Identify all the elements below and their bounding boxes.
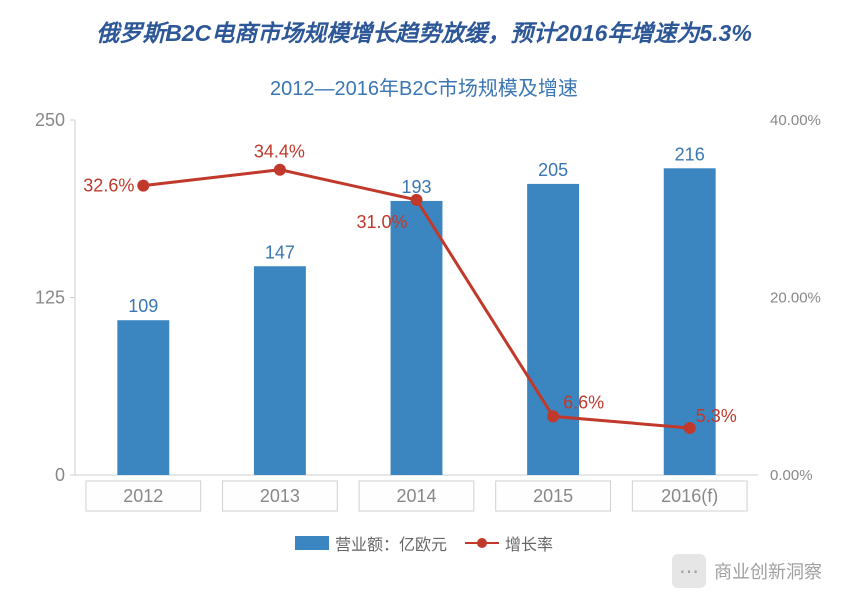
svg-text:40.00%: 40.00%: [770, 112, 821, 129]
svg-text:0.00%: 0.00%: [770, 467, 813, 484]
legend-item-bar: 营业额：亿欧元: [295, 531, 447, 555]
svg-text:2014: 2014: [396, 486, 436, 506]
svg-text:125: 125: [35, 288, 65, 308]
svg-text:2015: 2015: [533, 486, 573, 506]
svg-text:2012: 2012: [123, 486, 163, 506]
svg-text:109: 109: [128, 296, 158, 316]
page-title: 俄罗斯B2C电商市场规模增长趋势放缓，预计2016年增速为5.3%: [0, 0, 848, 54]
watermark: ⋯ 商业创新洞察: [672, 554, 822, 588]
svg-text:0: 0: [55, 465, 65, 485]
chart-subtitle: 2012—2016年B2C市场规模及增速: [0, 54, 848, 105]
svg-text:216: 216: [675, 144, 705, 164]
svg-text:6.6%: 6.6%: [563, 392, 604, 412]
svg-text:250: 250: [35, 110, 65, 130]
svg-text:34.4%: 34.4%: [254, 142, 305, 162]
legend: 营业额：亿欧元 增长率: [0, 531, 848, 555]
legend-item-line: 增长率: [465, 531, 553, 555]
chart-area: 0 125 250 0.00% 20.00% 40.00% 2012 2013 2014 2015…: [20, 105, 828, 525]
watermark-text: 商业创新洞察: [714, 558, 822, 584]
svg-text:2016(f): 2016(f): [661, 486, 718, 506]
combo-chart: 0 125 250 0.00% 20.00% 40.00% 2012 2013 2014 2015…: [20, 105, 828, 525]
svg-text:147: 147: [265, 242, 295, 262]
legend-bar-swatch: [295, 536, 329, 550]
legend-line-label: 增长率: [505, 531, 553, 555]
svg-text:31.0%: 31.0%: [357, 212, 408, 232]
legend-line-swatch: [465, 542, 499, 544]
legend-bar-label: 营业额：亿欧元: [335, 531, 447, 555]
wechat-icon: ⋯: [672, 554, 706, 588]
svg-text:20.00%: 20.00%: [770, 290, 821, 307]
svg-text:32.6%: 32.6%: [83, 176, 134, 196]
svg-text:2013: 2013: [260, 486, 300, 506]
svg-text:205: 205: [538, 160, 568, 180]
svg-text:5.3%: 5.3%: [696, 406, 737, 426]
